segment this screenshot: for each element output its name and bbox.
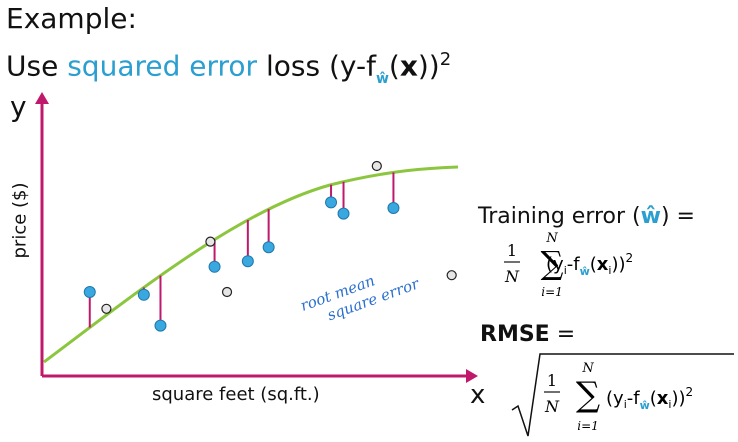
formula-close: ))	[611, 254, 625, 275]
sum-symbol: ∑	[541, 244, 564, 282]
x-axis-arrow	[466, 369, 478, 383]
rmse-x-open: (	[650, 388, 657, 409]
data-points	[83, 160, 457, 332]
formula-x: x	[597, 254, 609, 275]
training-point-3	[154, 319, 167, 332]
rmse-y: (y	[606, 388, 624, 409]
rmse-sum-symbol: ∑	[576, 375, 600, 415]
training-point-2	[137, 288, 150, 301]
rmse-minus-f: -f	[627, 388, 640, 409]
y-axis-label: price ($)	[9, 182, 31, 259]
y-axis-arrow	[35, 92, 49, 104]
sqrt-sign	[511, 353, 734, 437]
subtitle-power: 2	[439, 49, 452, 70]
subtitle-middle: loss (y-f	[257, 49, 376, 83]
training-point-4	[208, 260, 221, 273]
formula-body: (yi-fŵ(xi))2	[546, 251, 633, 278]
rmse-close: ))	[671, 388, 685, 409]
sum-bottom: i=1	[541, 285, 563, 299]
training-point-8	[337, 207, 350, 220]
rmse-formula: 1 N N ∑ i=1 (yi-fŵ(xi))2	[511, 353, 734, 437]
formula-x-open: (	[590, 254, 597, 275]
subtitle-prefix: Use	[6, 49, 68, 83]
formula-minus-f: -f	[567, 254, 580, 275]
rmse-i: i	[624, 398, 627, 411]
subtitle-suffix: ))	[417, 49, 440, 83]
training-point-5	[241, 255, 254, 268]
rmse-sum-top: N	[581, 361, 594, 376]
rmse-i2: i	[668, 398, 671, 411]
formula-power: 2	[626, 251, 634, 265]
slide-title: Example:	[6, 2, 137, 35]
sum-top: N	[545, 231, 558, 246]
training-point-9	[387, 202, 400, 214]
training-point-7	[325, 196, 338, 209]
test-point-1	[101, 303, 112, 314]
formula-i: i	[564, 264, 567, 277]
plot-axes	[35, 92, 478, 383]
x-axis-label: square feet (sq.ft.)	[152, 384, 320, 405]
training-error-label: Training error (ŵ) =	[478, 204, 695, 229]
test-point-3	[221, 286, 233, 298]
rmse-sum-bottom: i=1	[577, 419, 599, 433]
rmse-power: 2	[686, 385, 694, 399]
training-error-w-hat: ŵ	[640, 204, 661, 229]
rmse-N: N	[544, 397, 560, 416]
test-point-5	[446, 270, 457, 281]
rmse-one: 1	[547, 371, 557, 390]
test-point-4	[371, 160, 382, 172]
subtitle-x-bold: x	[399, 49, 418, 83]
rmse-body: (yi-fŵ(xi))2	[606, 385, 693, 412]
training-point-6	[262, 241, 275, 254]
formula-i2: i	[608, 264, 611, 277]
formula-N: N	[504, 267, 520, 286]
training-error-formula: 1 N N ∑ i=1 (yi-fŵ(xi))2	[504, 231, 633, 299]
training-error-suffix: ) =	[660, 204, 695, 229]
fit-curve	[43, 165, 459, 364]
training-error-text: Training error (	[478, 204, 641, 229]
training-point-1	[83, 286, 96, 298]
slide-subtitle: Use squared error loss (y-fŵ(x))2	[6, 49, 452, 88]
rmse-w-hat: ŵ	[640, 399, 650, 412]
formula-y: (y	[546, 254, 564, 275]
formula-w-hat: ŵ	[580, 265, 590, 278]
rmse-eq: =	[556, 322, 576, 347]
y-axis-symbol: y	[10, 90, 27, 123]
subtitle-accent: squared error	[67, 49, 258, 83]
subtitle-w-hat: ŵ	[375, 71, 389, 88]
test-point-2	[205, 236, 216, 247]
rmse-label: RMSE =	[480, 322, 575, 347]
rmse-text: RMSE	[480, 322, 550, 347]
formula-one: 1	[507, 241, 517, 260]
x-axis-symbol: x	[470, 380, 486, 410]
rmse-x: x	[657, 388, 669, 409]
